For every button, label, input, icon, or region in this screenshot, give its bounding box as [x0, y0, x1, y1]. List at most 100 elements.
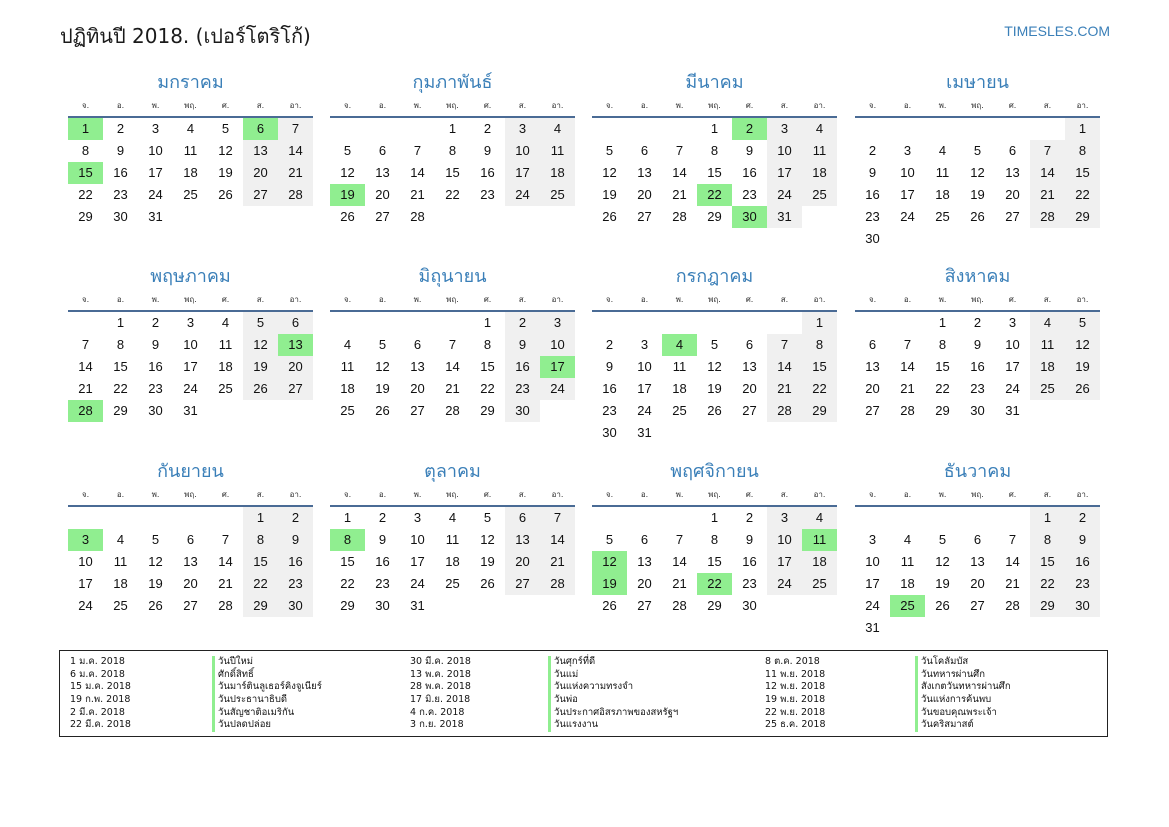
holiday-name-column: วันปีใหม่ ศักดิ์สิทธิ์ วันมาร์ตินลูเธอร์คิ…	[212, 656, 322, 733]
weekday-label: พฤ.	[184, 295, 197, 304]
day-cell: 16	[480, 165, 495, 180]
weekday-label: พฤ.	[446, 490, 459, 499]
weekend-day: 26	[243, 378, 278, 400]
month-calendar: พฤษภาคม จ. อ. พ. พฤ. ศ. ส. อา. 1 2 3 4 5 6 7 8 9 10 11 12 13…	[68, 264, 313, 422]
week-row: 23 24 25 26 27 28 29	[855, 206, 1100, 228]
weekday-label: อ.	[378, 101, 387, 110]
week-row: 17 18 19 20 21 22 23	[855, 573, 1100, 595]
day-cell: 8	[483, 337, 492, 352]
week-row: 19 20 21 22 23 24 25	[330, 184, 575, 206]
weekend-day: 29	[802, 400, 837, 422]
weekend-day: 23	[1065, 573, 1100, 595]
week-row: 19 20 21 22 23 24 25	[592, 573, 837, 595]
day-cell: 8	[710, 143, 719, 158]
weekend-day: 24	[505, 184, 540, 206]
day-cell: 7	[81, 337, 90, 352]
week-row: 29 30 31	[68, 206, 313, 228]
empty-cell	[208, 507, 243, 529]
empty-cell	[802, 206, 837, 228]
weekday-label: พ.	[151, 295, 160, 304]
weekday-label: ส.	[1043, 295, 1052, 304]
weekday-label: ศ.	[483, 295, 492, 304]
weekend-day: 22	[1065, 184, 1100, 206]
weekend-day: 29	[1065, 206, 1100, 228]
empty-cell	[592, 312, 627, 334]
day-cell: 23	[375, 576, 390, 591]
empty-cell	[995, 507, 1030, 529]
month-calendar: เมษายน จ. อ. พ. พฤ. ศ. ส. อา. 1 2 3 4 5 6 7 8 9 10 11 12 13 1…	[855, 70, 1100, 250]
day-cell: 16	[375, 554, 390, 569]
holiday-day: 12	[592, 551, 627, 573]
empty-cell	[662, 422, 697, 444]
day-cell: 29	[707, 598, 722, 613]
weekend-day: 10	[767, 529, 802, 551]
day-cell: 27	[970, 598, 985, 613]
holiday-date: 22 มี.ค. 2018	[70, 719, 131, 731]
day-cell: 1	[710, 510, 719, 525]
weekend-day: 22	[243, 573, 278, 595]
day-cell: 19	[148, 576, 163, 591]
holiday-day: 11	[802, 529, 837, 551]
day-cell: 9	[745, 532, 754, 547]
week-row: 26 27 28	[330, 206, 575, 228]
weekend-day: 7	[540, 507, 575, 529]
weekday-label: พฤ.	[446, 101, 459, 110]
day-cell: 11	[340, 359, 355, 374]
day-cell: 23	[602, 403, 617, 418]
week-row: 27 28 29 30 31	[855, 400, 1100, 422]
weekday-label: อ.	[378, 490, 387, 499]
site-link[interactable]: TIMESLES.COM	[1004, 23, 1110, 39]
day-cell: 20	[970, 576, 985, 591]
day-cell: 31	[148, 209, 163, 224]
weekday-label: ศ.	[745, 490, 754, 499]
day-cell: 30	[742, 598, 757, 613]
weekday-label: อ.	[378, 295, 387, 304]
holiday-name: วันแม่	[548, 668, 678, 682]
day-cell: 26	[935, 598, 950, 613]
day-cell: 13	[637, 554, 652, 569]
day-cell: 25	[183, 187, 198, 202]
day-cell: 8	[448, 143, 457, 158]
weekend-day: 18	[802, 551, 837, 573]
day-cell: 30	[375, 598, 390, 613]
holiday-day: 13	[278, 334, 313, 356]
holiday-day: 28	[68, 400, 103, 422]
weekday-label: พ.	[675, 295, 684, 304]
empty-cell	[365, 118, 400, 140]
weekend-day: 9	[505, 334, 540, 356]
empty-cell	[278, 206, 313, 228]
week-row: 5 6 7 8 9 10 11	[330, 140, 575, 162]
day-cell: 6	[186, 532, 195, 547]
weekend-day: 8	[243, 529, 278, 551]
empty-cell	[1065, 400, 1100, 422]
empty-cell	[890, 507, 925, 529]
empty-cell	[767, 312, 802, 334]
day-cell: 1	[483, 315, 492, 330]
day-cell: 23	[742, 187, 757, 202]
day-cell: 27	[1005, 209, 1020, 224]
weekend-day: 9	[1065, 529, 1100, 551]
weekday-label: พฤ.	[971, 490, 984, 499]
holiday-date: 30 มี.ค. 2018	[410, 656, 471, 667]
day-cell: 2	[745, 510, 754, 525]
day-cell: 29	[78, 209, 93, 224]
holiday-day: 2	[732, 118, 767, 140]
weekend-day: 20	[278, 356, 313, 378]
weekend-day: 6	[505, 507, 540, 529]
week-row: 31	[855, 617, 1100, 639]
day-cell: 17	[410, 554, 425, 569]
day-cell: 23	[742, 576, 757, 591]
day-cell: 18	[340, 381, 355, 396]
day-cell: 17	[865, 576, 880, 591]
month-calendar: มีนาคม จ. อ. พ. พฤ. ศ. ส. อา. 1 2 3 4 5 6 7 8 9 10 11 12 13 1…	[592, 70, 837, 228]
weekday-label: พ.	[938, 490, 947, 499]
holiday-day: 22	[697, 573, 732, 595]
day-cell: 30	[602, 425, 617, 440]
holiday-date: 11 พ.ย. 2018	[765, 668, 826, 680]
holiday-date: 2 มี.ค. 2018	[70, 706, 125, 718]
day-cell: 5	[973, 143, 982, 158]
